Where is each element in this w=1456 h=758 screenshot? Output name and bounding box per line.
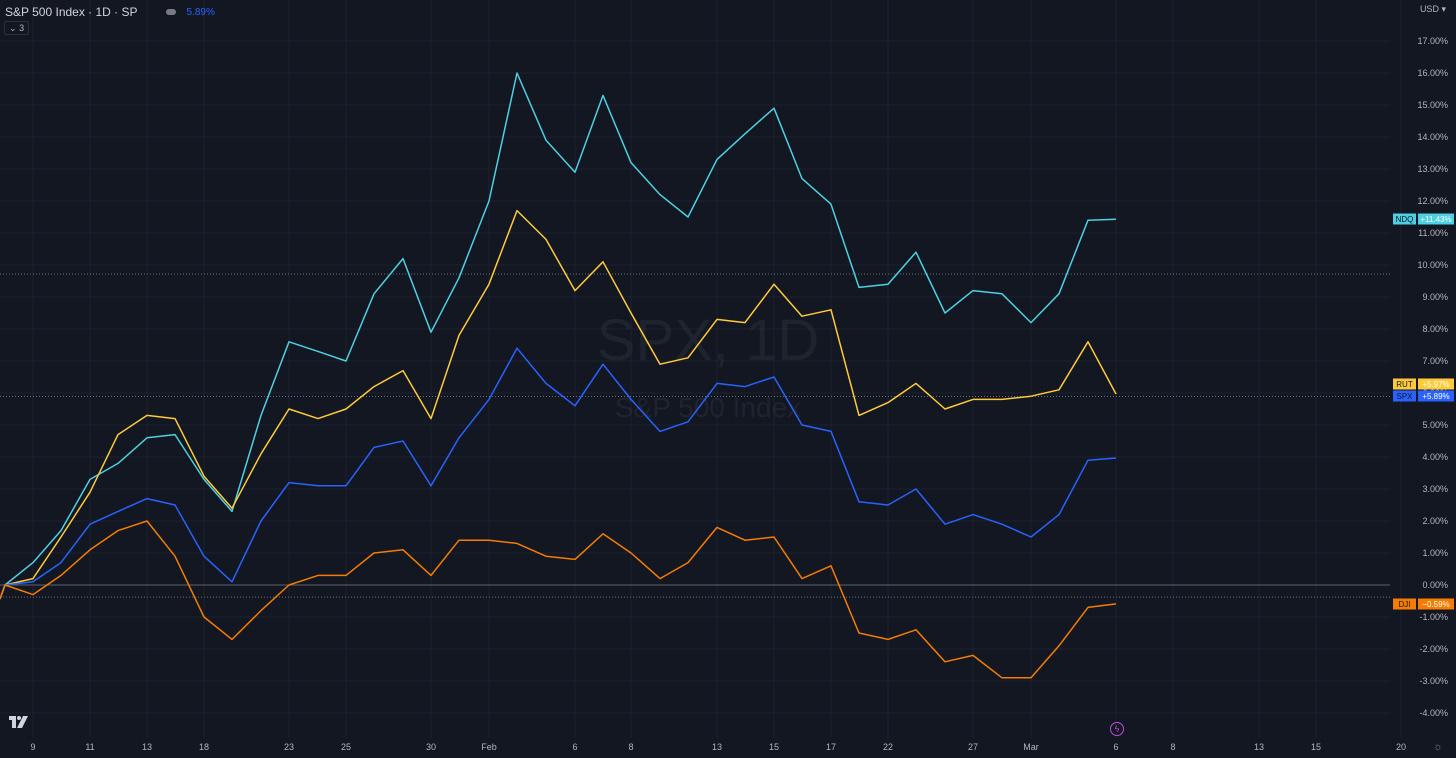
x-tick-label: 9: [30, 742, 35, 752]
chevron-down-icon: ▾: [1441, 4, 1446, 14]
series-tag-name: DJI: [1399, 600, 1411, 609]
x-tick-label: 27: [968, 742, 978, 752]
y-tick-label: 15.00%: [1417, 100, 1448, 110]
y-tick-label: 4.00%: [1422, 452, 1448, 462]
visibility-icon[interactable]: [165, 9, 176, 15]
y-tick-label: 12.00%: [1417, 196, 1448, 206]
y-tick-label: 14.00%: [1417, 132, 1448, 142]
x-tick-label: 13: [142, 742, 152, 752]
change-value: 5.89%: [186, 6, 215, 18]
x-tick-label: 11: [85, 742, 94, 752]
y-tick-label: 17.00%: [1417, 36, 1448, 46]
x-tick-label: 13: [712, 742, 722, 752]
settings-icon[interactable]: ☼: [1433, 741, 1444, 753]
series-tag-value-box: [1418, 390, 1454, 402]
x-tick-label: 30: [426, 742, 436, 752]
series-tag-name-box: [1393, 213, 1416, 225]
series-tag-value: −0.59%: [1422, 600, 1449, 609]
y-tick-label: 13.00%: [1417, 164, 1448, 174]
symbol-title[interactable]: S&P 500 Index · 1D · SP: [5, 5, 138, 19]
series-tag-value: +5.89%: [1422, 392, 1449, 401]
x-tick-label: Feb: [481, 742, 497, 752]
indicator-count: 3: [19, 23, 25, 33]
series-line-dji: [0, 520, 1117, 679]
x-tick-label: 18: [199, 742, 209, 752]
x-tick-label: 17: [826, 742, 836, 752]
y-tick-label: 7.00%: [1422, 356, 1448, 366]
x-tick-label: 6: [1113, 742, 1118, 752]
x-tick-label: 8: [1170, 742, 1175, 752]
x-tick-label: 20: [1396, 742, 1406, 752]
y-tick-label: -4.00%: [1419, 708, 1448, 718]
y-tick-label: 3.00%: [1422, 484, 1448, 494]
y-tick-label: 9.00%: [1422, 292, 1448, 302]
x-tick-label: 8: [628, 742, 633, 752]
series-tag-name-box: [1393, 378, 1416, 390]
y-tick-label: 16.00%: [1417, 68, 1448, 78]
currency-selector[interactable]: USD ▾: [1420, 4, 1446, 15]
series-tag-value: +5.97%: [1422, 380, 1449, 389]
series-tag-name: NDQ: [1396, 215, 1414, 224]
y-tick-label: 0.00%: [1422, 580, 1448, 590]
y-tick-label: 5.00%: [1422, 420, 1448, 430]
y-tick-label: 2.00%: [1422, 516, 1448, 526]
series-tag-value-box: [1418, 378, 1454, 390]
watermark-symbol: SPX, 1D: [597, 308, 819, 373]
series-tag-value-box: [1418, 213, 1454, 225]
x-tick-label: 25: [341, 742, 351, 752]
series-line-spx: [0, 347, 1117, 600]
chart-header: S&P 500 Index · 1D · SP 5.89%: [5, 5, 215, 19]
y-tick-label: -2.00%: [1419, 644, 1448, 654]
y-tick-label: 1.00%: [1422, 548, 1448, 558]
x-tick-label: 23: [284, 742, 294, 752]
x-tick-label: 13: [1254, 742, 1264, 752]
series-tag-name: SPX: [1396, 392, 1413, 401]
y-tick-label: 11.00%: [1418, 228, 1448, 238]
series-tag-name-box: [1393, 598, 1416, 610]
x-tick-label: 15: [769, 742, 779, 752]
watermark-name: S&P 500 Index: [615, 392, 801, 423]
indicator-toggle[interactable]: ⌄ 3: [4, 21, 30, 35]
series-tag-name: RUT: [1396, 380, 1413, 389]
chevron-down-icon: ⌄: [9, 23, 17, 33]
y-tick-label: -1.00%: [1419, 612, 1448, 622]
series-tag-value-box: [1418, 598, 1454, 610]
x-tick-label: 6: [572, 742, 577, 752]
series-line-rut: [0, 209, 1117, 600]
tradingview-logo-icon[interactable]: [9, 716, 29, 728]
series-tag-value: +11.43%: [1420, 215, 1451, 224]
y-tick-label: 8.00%: [1422, 324, 1448, 334]
currency-label: USD: [1419, 4, 1439, 14]
x-tick-label: 22: [883, 742, 893, 752]
x-tick-label: Mar: [1023, 742, 1039, 752]
y-tick-label: 10.00%: [1417, 260, 1448, 270]
series-line-ndq: [0, 72, 1117, 600]
series-tag-name-box: [1393, 390, 1416, 402]
lightning-icon[interactable]: ϟ: [1110, 722, 1124, 736]
y-tick-label: -3.00%: [1419, 676, 1448, 686]
x-tick-label: 15: [1311, 742, 1321, 752]
